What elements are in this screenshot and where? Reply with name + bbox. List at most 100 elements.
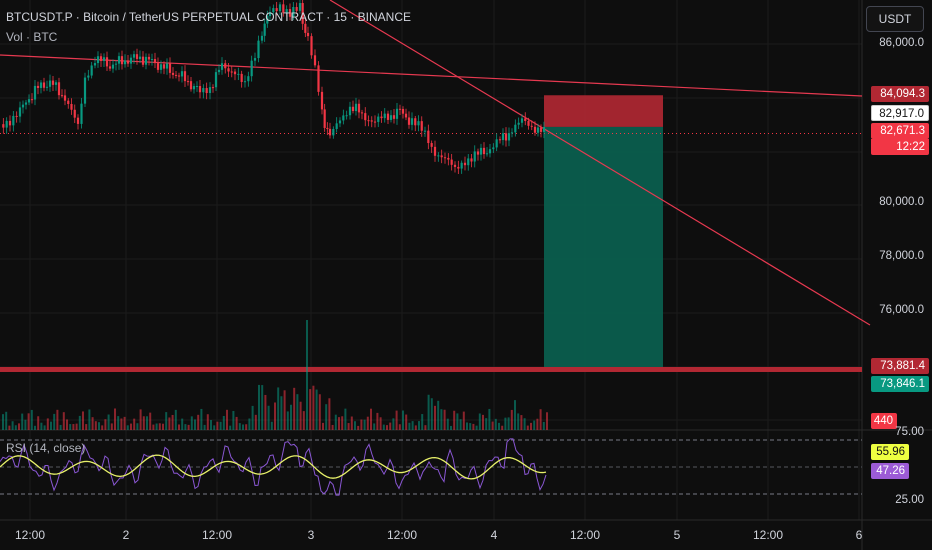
volume-bar [146,416,148,430]
volume-bar [469,423,472,430]
volume-bar [366,416,369,430]
volume-bar [453,410,456,430]
candle-body [18,107,22,117]
candle-body [208,87,212,94]
volume-bar [344,408,347,430]
rsi-indicator-title[interactable]: RSI (14, close) [6,441,86,455]
candle-body [266,16,269,24]
volume-bar [546,412,548,430]
candle-body [301,3,304,24]
candle-body [450,159,453,165]
volume-bar [91,417,94,430]
candle-body [111,64,115,69]
candle-body [527,120,530,126]
volume-bar [216,421,219,430]
candle-body [463,162,467,166]
volume-bar [222,415,225,430]
volume-bar [517,413,520,430]
volume-bar [286,411,289,430]
volume-bar [18,423,20,430]
volume-bar [395,410,398,430]
price-tick-label: 86,000.0 [879,37,924,49]
volume-bar [315,389,318,430]
time-axis-label: 12:00 [386,528,418,542]
candle-body [348,106,352,116]
candle-body [354,103,358,112]
volume-bar [101,425,104,430]
volume-bar [533,420,536,430]
volume-bar [98,422,100,430]
candle-body [5,120,8,128]
volume-bar [373,423,376,430]
volume-bar [139,409,142,430]
volume-bar [130,423,132,430]
volume-bar [325,404,328,430]
candle-body [275,8,278,12]
currency-button[interactable]: USDT [866,6,924,32]
bar-countdown-tag: 12:22 [871,139,929,155]
candle-body [517,122,520,125]
candle-body [410,118,414,125]
volume-bar [194,419,196,430]
candle-body [150,59,154,61]
volume-bar [478,413,481,430]
volume-bar [501,425,504,430]
time-axis-label: 12:00 [201,528,233,542]
candle-body [217,69,221,73]
volume-bar [443,409,446,430]
volume-bar [312,385,315,430]
symbol-title[interactable]: BTCUSDT.P · Bitcoin / TetherUS PERPETUAL… [6,10,411,24]
stop-line-price-tag: 73,881.4 [871,358,929,374]
take-profit-price-tag: 73,846.1 [871,376,929,392]
volume-bar [466,422,468,430]
candle-body [398,108,402,110]
candle-body [501,133,505,141]
last-price-tag: 82,671.3 [871,123,929,139]
volume-bar [331,424,334,430]
candle-body [132,54,136,58]
volume-bar [446,418,449,430]
volume-bar [88,409,91,430]
candle-body [108,66,112,69]
volume-bar [251,405,254,430]
candle-body [357,103,361,113]
volume-bar [197,414,200,430]
volume-bar [418,421,420,430]
horizontal-stop-line [0,366,862,372]
candle-body [285,9,288,13]
candle-body [524,118,527,121]
volume-bar [283,390,286,430]
volume-bar [267,405,270,430]
candle-body [514,124,517,133]
volume-bar [536,418,539,430]
volume-indicator-title[interactable]: Vol · BTC [6,30,58,44]
candle-body [420,121,423,131]
time-axis-label: 12:00 [569,528,601,542]
volume-bar [245,424,248,430]
volume-bar [434,405,436,430]
volume-bar [357,425,360,430]
candle-body [180,71,184,77]
candle-body [233,71,237,75]
volume-value-tag: 440 [871,413,897,429]
volume-bar [402,410,404,430]
candle-body [345,115,348,117]
volume-bar [299,401,302,430]
candle-body [192,86,196,90]
candle-body [433,146,437,156]
candle-body [473,151,476,162]
volume-bar [456,413,459,430]
volume-bar [414,425,417,430]
volume-bar [46,418,49,430]
volume-bar [338,417,340,430]
candle-body [33,85,37,100]
volume-bar [133,418,136,430]
volume-bar [254,414,257,430]
volume-bar [14,425,17,430]
volume-bar [53,413,56,430]
candle-body [45,86,49,88]
volume-bar [165,412,168,430]
candle-body [171,72,175,75]
volume-bar [200,408,203,430]
